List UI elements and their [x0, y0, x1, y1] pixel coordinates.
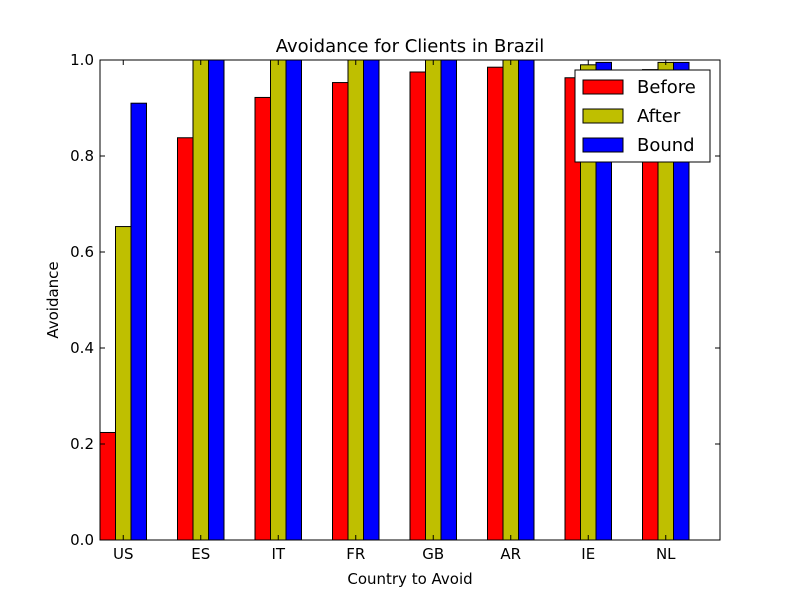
bar-before-fr [332, 82, 349, 541]
y-axis-label: Avoidance [44, 261, 62, 338]
bar-after-es [192, 59, 209, 541]
y-tick-label: 0.2 [70, 435, 94, 453]
y-tick-label: 0.8 [70, 147, 94, 165]
legend-swatch-bound [582, 137, 624, 153]
bar-after-gb [425, 59, 442, 541]
bar-after-fr [347, 59, 364, 541]
plot-frame [99, 59, 721, 541]
x-tick-label: IT [271, 545, 285, 563]
bar-before-gb [409, 71, 426, 541]
y-tick-label: 0.0 [70, 531, 94, 549]
bar-bound-ar [518, 59, 535, 541]
bar-before-ar [487, 66, 504, 541]
bar-before-us [99, 431, 116, 541]
bar-bound-gb [440, 59, 457, 541]
y-tick-label: 0.4 [70, 339, 94, 357]
bars-group [99, 59, 690, 541]
x-tick-label: NL [656, 545, 676, 563]
bar-before-es [177, 137, 194, 541]
bar-before-it [254, 96, 271, 541]
legend-label-bound: Bound [637, 135, 695, 156]
bar-bound-fr [363, 59, 380, 541]
bar-after-us [115, 226, 132, 541]
legend-label-after: After [637, 106, 681, 127]
bar-bound-it [285, 59, 302, 541]
chart-title: Avoidance for Clients in Brazil [276, 36, 545, 57]
x-tick-label: FR [346, 545, 365, 563]
legend: Before After Bound [574, 69, 711, 163]
bar-bound-us [130, 102, 147, 541]
x-axis-label: Country to Avoid [347, 570, 472, 588]
x-tick-label: IE [581, 545, 595, 563]
legend-label-before: Before [637, 77, 696, 98]
x-tick-label: AR [500, 545, 521, 563]
legend-swatch-after [582, 108, 624, 124]
y-tick-label: 1.0 [70, 51, 94, 69]
x-tick-label: GB [422, 545, 444, 563]
y-tick-label: 0.6 [70, 243, 94, 261]
ticks-group: US ES IT FR GB AR IE NL 0.0 0.2 0.4 0.6 0.8 1.0 [70, 51, 720, 563]
bar-bound-es [208, 59, 225, 541]
bar-after-ar [502, 59, 519, 541]
x-tick-label: US [113, 545, 134, 563]
bar-after-it [270, 59, 287, 541]
legend-swatch-before [582, 79, 624, 95]
x-tick-label: ES [191, 545, 210, 563]
